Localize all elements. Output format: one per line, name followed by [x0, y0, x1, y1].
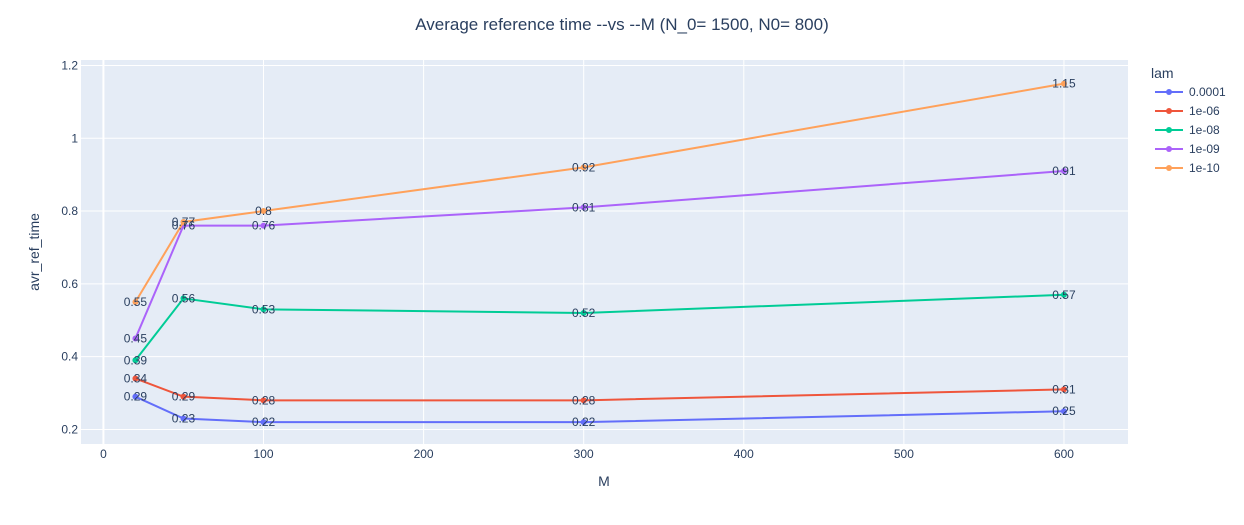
- data-label: 0.76: [252, 219, 276, 233]
- data-label: 0.57: [1052, 288, 1076, 302]
- data-labels: 0.29 0.23 0.22 0.22 0.25 0.34 0.29 0.28 0.28 0.31…: [124, 77, 1076, 430]
- data-point[interactable]: [580, 397, 587, 404]
- data-point[interactable]: [580, 164, 587, 171]
- y-tick-label: 0.6: [61, 277, 78, 291]
- data-point[interactable]: [260, 208, 267, 215]
- legend-item[interactable]: 1e-06: [1155, 104, 1220, 118]
- data-point[interactable]: [132, 299, 139, 306]
- data-label: 0.45: [124, 331, 148, 345]
- data-point[interactable]: [132, 357, 139, 364]
- data-point[interactable]: [580, 204, 587, 211]
- data-label: 0.28: [572, 393, 596, 407]
- data-point[interactable]: [1060, 168, 1067, 175]
- y-axis-title: avr_ref_time: [26, 213, 42, 291]
- data-point[interactable]: [180, 393, 187, 400]
- data-label: 0.28: [252, 393, 276, 407]
- legend-swatch-marker: [1166, 146, 1172, 152]
- data-label: 0.23: [172, 412, 196, 426]
- y-tick-label: 0.8: [61, 204, 78, 218]
- data-label: 0.22: [252, 415, 276, 429]
- data-label: 0.55: [124, 295, 148, 309]
- y-tick-label: 0.4: [61, 350, 78, 364]
- data-label: 0.76: [172, 219, 196, 233]
- data-point[interactable]: [1060, 408, 1067, 415]
- data-label: 0.91: [1052, 164, 1076, 178]
- data-point[interactable]: [180, 295, 187, 302]
- data-point[interactable]: [1060, 80, 1067, 87]
- legend-label: 1e-09: [1189, 142, 1220, 156]
- x-axis-ticks: 0 100 200 300 400 500 600: [100, 447, 1074, 461]
- data-point[interactable]: [180, 218, 187, 225]
- legend-swatch-marker: [1166, 108, 1172, 114]
- legend[interactable]: lam 0.0001 1e-06 1e-08 1e-09 1e-10: [1151, 65, 1226, 175]
- legend-item[interactable]: 1e-10: [1155, 161, 1220, 175]
- legend-swatch-marker: [1166, 89, 1172, 95]
- legend-item[interactable]: 1e-09: [1155, 142, 1220, 156]
- legend-item[interactable]: 0.0001: [1155, 85, 1226, 99]
- y-tick-label: 1.2: [61, 58, 78, 72]
- data-point[interactable]: [132, 375, 139, 382]
- data-label: 0.81: [572, 200, 596, 214]
- data-point[interactable]: [132, 335, 139, 342]
- data-point[interactable]: [180, 415, 187, 422]
- legend-label: 1e-10: [1189, 161, 1220, 175]
- data-point[interactable]: [260, 419, 267, 426]
- data-label: 0.25: [1052, 404, 1076, 418]
- data-point[interactable]: [580, 419, 587, 426]
- data-label: 0.77: [172, 215, 196, 229]
- data-point[interactable]: [260, 306, 267, 313]
- x-tick-label: 400: [734, 447, 754, 461]
- legend-item[interactable]: 1e-08: [1155, 123, 1220, 137]
- data-point[interactable]: [260, 397, 267, 404]
- data-label: 0.92: [572, 160, 596, 174]
- data-label: 1.15: [1052, 77, 1076, 91]
- data-label: 0.22: [572, 415, 596, 429]
- legend-swatch-marker: [1166, 127, 1172, 133]
- data-label: 0.31: [1052, 382, 1076, 396]
- legend-title: lam: [1151, 65, 1174, 81]
- data-label: 0.52: [572, 306, 596, 320]
- series-1e-09[interactable]: [132, 168, 1067, 342]
- x-axis-title: M: [598, 473, 610, 489]
- data-label: 0.53: [252, 302, 276, 316]
- series-1e-08[interactable]: [132, 291, 1067, 364]
- x-tick-label: 0: [100, 447, 107, 461]
- data-label: 0.39: [124, 353, 148, 367]
- data-label: 0.29: [124, 390, 148, 404]
- legend-swatch-marker: [1166, 165, 1172, 171]
- x-tick-label: 600: [1054, 447, 1074, 461]
- grid-lines: [81, 60, 1128, 444]
- legend-label: 1e-08: [1189, 123, 1220, 137]
- y-tick-label: 1: [71, 131, 78, 145]
- y-axis-ticks: 0.2 0.4 0.6 0.8 1 1.2: [61, 58, 78, 436]
- series-1e-10[interactable]: [132, 80, 1067, 306]
- data-point[interactable]: [132, 393, 139, 400]
- plot-background: [81, 60, 1128, 444]
- legend-label: 1e-06: [1189, 104, 1220, 118]
- data-point[interactable]: [1060, 386, 1067, 393]
- data-point[interactable]: [580, 309, 587, 316]
- x-tick-label: 300: [574, 447, 594, 461]
- x-tick-label: 100: [253, 447, 273, 461]
- chart-title: Average reference time --vs --M (N_0= 15…: [415, 15, 829, 34]
- data-label: 0.29: [172, 390, 196, 404]
- y-tick-label: 0.2: [61, 422, 78, 436]
- data-point[interactable]: [260, 222, 267, 229]
- x-tick-label: 500: [894, 447, 914, 461]
- legend-label: 0.0001: [1189, 85, 1226, 99]
- data-point[interactable]: [1060, 291, 1067, 298]
- x-tick-label: 200: [414, 447, 434, 461]
- series-layer: [132, 80, 1067, 426]
- series-0.0001[interactable]: [132, 393, 1067, 426]
- data-label: 0.8: [255, 204, 272, 218]
- data-label: 0.34: [124, 371, 148, 385]
- series-1e-06[interactable]: [132, 375, 1067, 404]
- data-label: 0.56: [172, 291, 196, 305]
